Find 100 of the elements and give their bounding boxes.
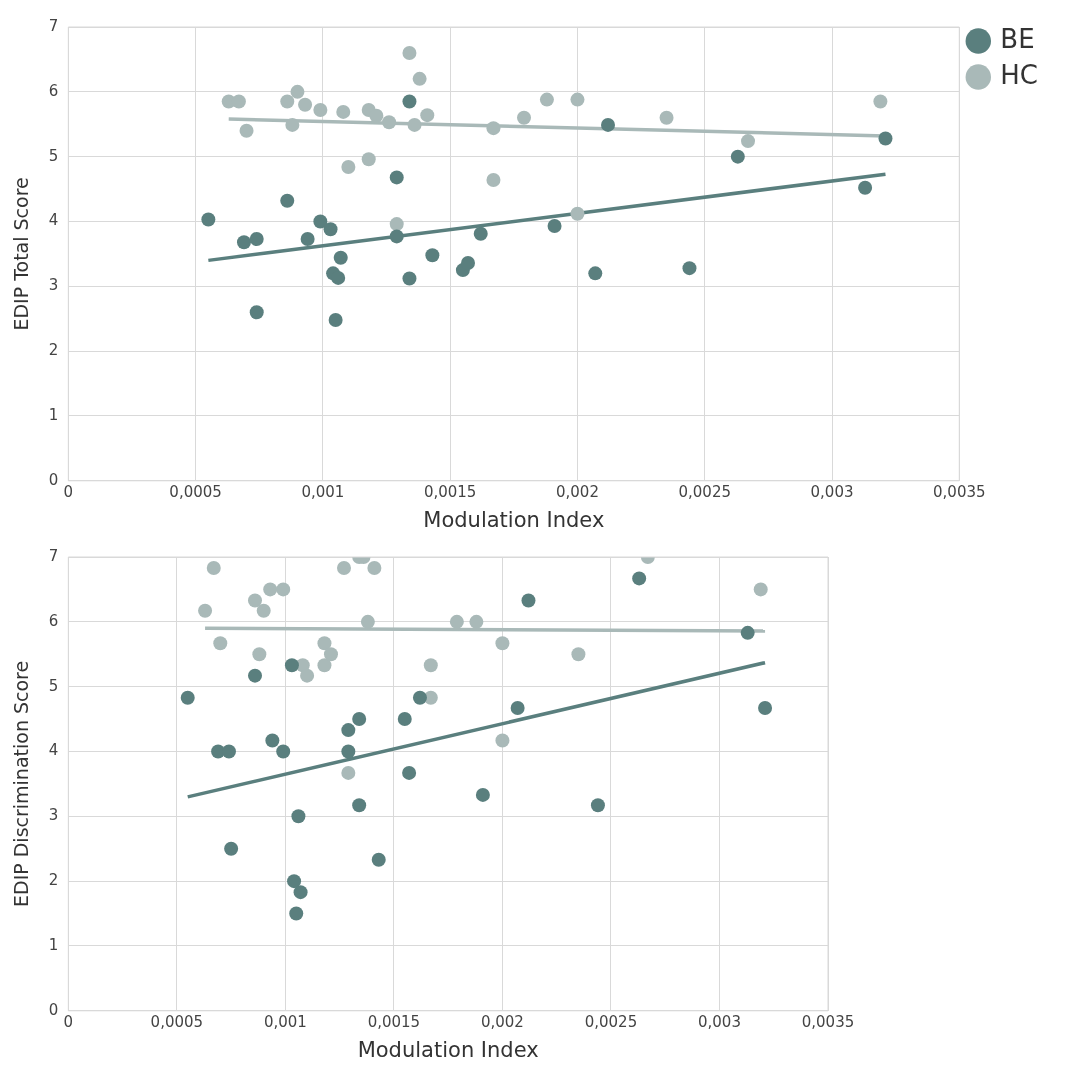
y-tick-label: 6 bbox=[48, 81, 59, 100]
point bbox=[284, 658, 299, 673]
point bbox=[412, 690, 427, 705]
point bbox=[389, 229, 404, 244]
point bbox=[547, 219, 562, 234]
point bbox=[360, 614, 375, 629]
point bbox=[425, 248, 440, 263]
point bbox=[248, 593, 262, 608]
y-axis-title: EDIP Total Score bbox=[10, 177, 33, 331]
point bbox=[287, 874, 302, 889]
point bbox=[753, 582, 768, 597]
point bbox=[352, 798, 367, 813]
point bbox=[407, 117, 422, 132]
point bbox=[402, 271, 417, 286]
point bbox=[252, 647, 267, 662]
point bbox=[397, 712, 412, 727]
point bbox=[659, 110, 674, 125]
point bbox=[341, 744, 356, 759]
point bbox=[420, 108, 435, 123]
point bbox=[317, 658, 332, 673]
x-tick-label: 0 bbox=[63, 482, 74, 501]
point bbox=[469, 614, 484, 629]
point bbox=[570, 92, 585, 107]
point bbox=[236, 235, 251, 250]
x-tick-label: 0,0015 bbox=[367, 1012, 421, 1031]
point bbox=[341, 160, 356, 175]
point bbox=[206, 561, 221, 576]
legend-label: BE bbox=[1000, 23, 1035, 54]
y-axis-title: EDIP Discrimination Score bbox=[10, 660, 33, 907]
point bbox=[317, 636, 332, 651]
y-tick-label: 3 bbox=[48, 276, 59, 295]
y-tick-label: 7 bbox=[48, 546, 59, 565]
point bbox=[423, 658, 438, 673]
point bbox=[510, 701, 525, 716]
point bbox=[521, 593, 536, 608]
x-tick-label: 0,002 bbox=[555, 482, 599, 501]
y-tick-label: 2 bbox=[48, 871, 59, 890]
point bbox=[389, 170, 404, 185]
x-tick-label: 0,0035 bbox=[933, 482, 986, 501]
point bbox=[402, 45, 417, 60]
point bbox=[341, 723, 356, 738]
point bbox=[382, 115, 397, 130]
point bbox=[291, 809, 306, 824]
point bbox=[341, 765, 356, 780]
point bbox=[369, 108, 384, 123]
point bbox=[336, 104, 351, 119]
y-tick-label: 4 bbox=[48, 741, 59, 760]
x-tick-label: 0,003 bbox=[698, 1012, 741, 1031]
point bbox=[461, 255, 475, 270]
point bbox=[730, 149, 745, 164]
x-tick-label: 0,003 bbox=[810, 482, 854, 501]
y-tick-label: 1 bbox=[48, 935, 59, 954]
point bbox=[402, 765, 417, 780]
point bbox=[371, 852, 386, 867]
point bbox=[248, 668, 262, 683]
y-tick-label: 2 bbox=[48, 341, 59, 360]
point bbox=[632, 571, 647, 586]
x-tick-label: 0,0005 bbox=[169, 482, 222, 501]
x-tick-label: 0,0025 bbox=[584, 1012, 638, 1031]
x-tick-label: 0,0015 bbox=[423, 482, 477, 501]
point bbox=[289, 906, 304, 921]
point bbox=[265, 733, 280, 748]
point bbox=[495, 733, 510, 748]
x-axis-title: Modulation Index bbox=[423, 507, 605, 532]
point bbox=[740, 625, 755, 640]
point bbox=[323, 647, 338, 662]
point bbox=[878, 131, 893, 146]
point bbox=[486, 173, 501, 187]
point bbox=[590, 798, 605, 813]
point bbox=[873, 94, 888, 109]
point bbox=[198, 603, 213, 618]
point bbox=[285, 117, 300, 132]
y-tick-label: 7 bbox=[48, 16, 59, 35]
y-tick-label: 5 bbox=[48, 146, 59, 165]
y-tick-label: 5 bbox=[48, 676, 59, 695]
point bbox=[224, 841, 239, 856]
point bbox=[412, 71, 427, 86]
y-tick-label: 4 bbox=[48, 211, 59, 230]
point bbox=[313, 214, 328, 229]
y-tick-label: 0 bbox=[48, 1000, 59, 1019]
point bbox=[328, 313, 343, 328]
point bbox=[293, 885, 308, 900]
point bbox=[402, 94, 417, 109]
y-tick-label: 6 bbox=[48, 611, 59, 630]
point bbox=[352, 712, 367, 727]
point bbox=[256, 603, 271, 618]
point bbox=[336, 561, 351, 576]
point bbox=[333, 250, 348, 265]
point bbox=[201, 212, 216, 227]
point bbox=[539, 92, 554, 107]
point bbox=[290, 84, 305, 99]
point bbox=[180, 690, 195, 705]
point bbox=[300, 668, 315, 683]
point bbox=[331, 270, 346, 285]
point bbox=[249, 305, 264, 320]
x-tick-label: 0,0005 bbox=[150, 1012, 204, 1031]
point bbox=[571, 647, 586, 662]
point bbox=[313, 102, 328, 117]
point bbox=[570, 206, 585, 221]
x-tick-label: 0,0025 bbox=[678, 482, 731, 501]
